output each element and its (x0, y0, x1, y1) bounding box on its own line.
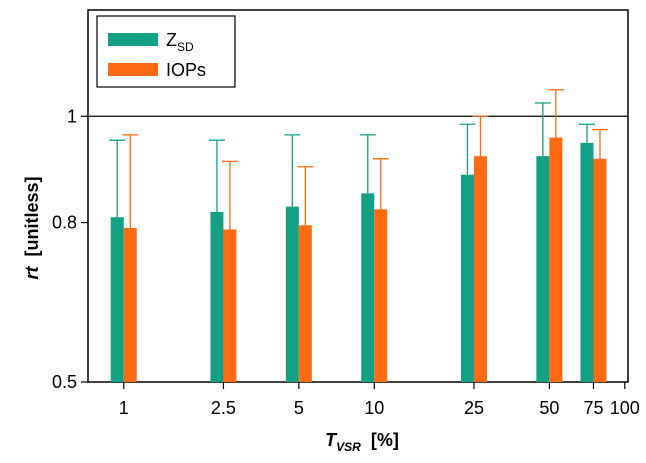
legend-label: ZSD (166, 30, 194, 54)
y-axis-title-unit: [unitless] (22, 176, 42, 266)
bar-iops (223, 229, 237, 382)
x-axis-title-sub: VSR (336, 440, 361, 454)
x-axis-title-unit: [%] (361, 430, 399, 450)
x-tick-label: 25 (464, 398, 484, 418)
x-tick-label: 50 (539, 398, 559, 418)
bar-zsd (285, 206, 299, 382)
plot-frame (87, 9, 629, 383)
y-tick-label: 0.8 (52, 213, 77, 233)
bar-zsd (460, 174, 474, 382)
x-tick-label: 10 (364, 398, 384, 418)
y-axis-title: rt [unitless] (22, 176, 42, 279)
bar-zsd (580, 142, 594, 382)
legend: ZSD IOPs (96, 15, 236, 88)
bar-iops (374, 209, 388, 382)
x-tick-label: 100 (610, 398, 640, 418)
x-tick-label: 1 (119, 398, 129, 418)
x-axis-title-main: T (325, 430, 338, 450)
x-tick-label: 75 (583, 398, 603, 418)
y-tick-label: 0.5 (52, 372, 77, 392)
bar-iops (593, 158, 607, 382)
x-tick-label: 5 (294, 398, 304, 418)
x-axis-title: TVSR [%] (325, 430, 399, 454)
plot-area: 0.5 0.8 1 1 2.5 5 10 25 50 75 100 (52, 9, 640, 418)
bar-zsd (361, 193, 375, 382)
y-tick-label: 1 (67, 106, 77, 126)
legend-swatch (108, 63, 158, 76)
legend-label: IOPs (166, 60, 206, 80)
x-tick-label: 2.5 (211, 398, 236, 418)
bar-iops (549, 137, 563, 382)
bar-zsd (536, 156, 550, 382)
bar-iops (123, 227, 137, 382)
bar-zsd (210, 211, 224, 382)
bar-iops (473, 156, 487, 382)
bar-iops (298, 225, 312, 382)
legend-swatch (108, 33, 158, 46)
bar-zsd (110, 217, 124, 382)
y-axis-title-main: rt (22, 266, 42, 280)
